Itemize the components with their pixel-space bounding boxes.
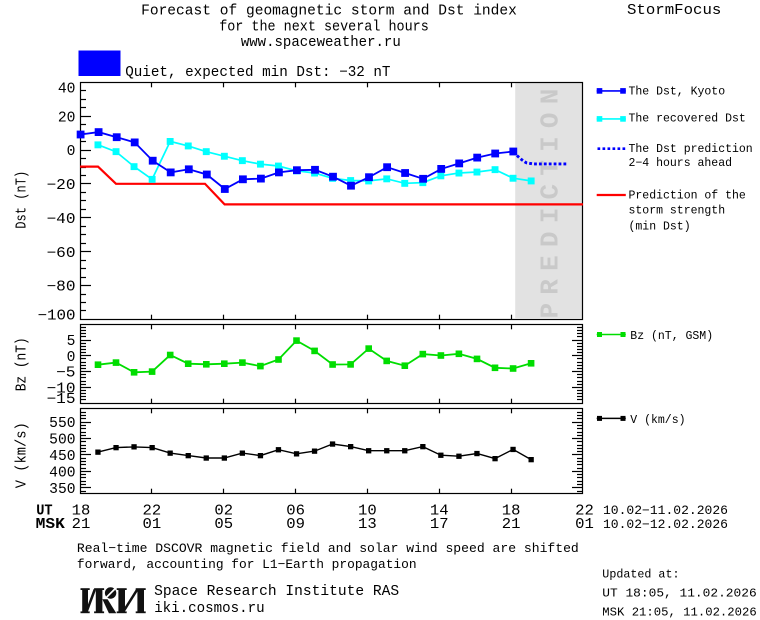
- svg-text:0: 0: [67, 350, 76, 366]
- svg-text:18: 18: [502, 503, 521, 519]
- svg-text:02: 02: [214, 503, 233, 519]
- svg-text:Bz (nT, GSM): Bz (nT, GSM): [630, 329, 713, 343]
- svg-text:450: 450: [49, 449, 75, 465]
- svg-text:V (km/s): V (km/s): [630, 413, 685, 427]
- svg-text:MSK 21:05, 11.02.2026: MSK 21:05, 11.02.2026: [602, 605, 756, 619]
- svg-text:(min Dst): (min Dst): [629, 220, 691, 234]
- svg-text:Dst (nT): Dst (nT): [14, 171, 30, 229]
- svg-text:01: 01: [575, 517, 594, 533]
- svg-text:17: 17: [430, 517, 449, 533]
- svg-text:−10: −10: [47, 381, 76, 397]
- svg-text:0: 0: [67, 144, 76, 160]
- svg-text:MSK: MSK: [36, 517, 66, 533]
- svg-text:06: 06: [286, 503, 305, 519]
- svg-text:10.02−12.02.2026: 10.02−12.02.2026: [603, 518, 728, 532]
- svg-text:PREDICTION: PREDICTION: [536, 80, 566, 318]
- svg-text:iki.cosmos.ru: iki.cosmos.ru: [154, 601, 265, 617]
- svg-text:05: 05: [214, 517, 233, 533]
- svg-text:www.spaceweather.ru: www.spaceweather.ru: [241, 35, 401, 51]
- svg-text:−60: −60: [47, 246, 76, 262]
- svg-text:400: 400: [49, 465, 75, 481]
- svg-text:01: 01: [143, 517, 162, 533]
- svg-text:Real−time DSCOVR magnetic fiel: Real−time DSCOVR magnetic field and sola…: [77, 541, 579, 556]
- svg-text:for the next several hours: for the next several hours: [219, 19, 429, 35]
- svg-text:−15: −15: [47, 392, 76, 408]
- svg-text:Space Research Institute RAS: Space Research Institute RAS: [154, 584, 399, 600]
- svg-text:−100: −100: [38, 308, 76, 324]
- svg-text:09: 09: [286, 517, 305, 533]
- svg-text:−40: −40: [47, 212, 76, 228]
- svg-text:5: 5: [67, 334, 76, 350]
- svg-text:10.02−11.02.2026: 10.02−11.02.2026: [603, 504, 728, 518]
- svg-text:22: 22: [575, 503, 594, 519]
- svg-text:−5: −5: [56, 366, 76, 382]
- svg-text:500: 500: [49, 433, 75, 449]
- svg-text:10: 10: [358, 503, 377, 519]
- svg-text:18: 18: [72, 503, 91, 519]
- svg-text:14: 14: [430, 503, 449, 519]
- svg-text:forward, accounting for L1−Ear: forward, accounting for L1−Earth propaga…: [77, 557, 417, 572]
- svg-text:Bz (nT): Bz (nT): [14, 337, 30, 391]
- svg-text:StormFocus: StormFocus: [627, 2, 721, 19]
- svg-text:Updated at:: Updated at:: [602, 567, 679, 581]
- svg-text:Quiet, expected min Dst: −32 n: Quiet, expected min Dst: −32 nT: [125, 65, 391, 81]
- svg-text:Prediction of the: Prediction of the: [629, 188, 746, 202]
- svg-text:550: 550: [49, 416, 75, 432]
- svg-text:V (km/s): V (km/s): [14, 422, 30, 488]
- svg-text:350: 350: [49, 482, 75, 498]
- svg-text:−20: −20: [47, 178, 76, 194]
- svg-text:2−4 hours ahead: 2−4 hours ahead: [629, 156, 733, 170]
- svg-text:The Dst, Kyoto: The Dst, Kyoto: [629, 84, 726, 98]
- svg-text:The Dst prediction: The Dst prediction: [629, 142, 753, 156]
- svg-text:The recovered Dst: The recovered Dst: [629, 112, 746, 126]
- svg-text:21: 21: [72, 517, 91, 533]
- svg-text:Forecast of geomagnetic storm: Forecast of geomagnetic storm and Dst in…: [141, 4, 517, 20]
- svg-text:−80: −80: [47, 280, 76, 296]
- svg-text:21: 21: [502, 517, 521, 533]
- svg-text:UT 18:05, 11.02.2026: UT 18:05, 11.02.2026: [602, 586, 756, 600]
- svg-text:13: 13: [358, 517, 377, 533]
- svg-text:20: 20: [58, 110, 76, 126]
- svg-text:UT: UT: [36, 503, 53, 519]
- svg-text:40: 40: [58, 81, 76, 97]
- svg-text:storm strength: storm strength: [629, 204, 726, 218]
- svg-text:22: 22: [143, 503, 162, 519]
